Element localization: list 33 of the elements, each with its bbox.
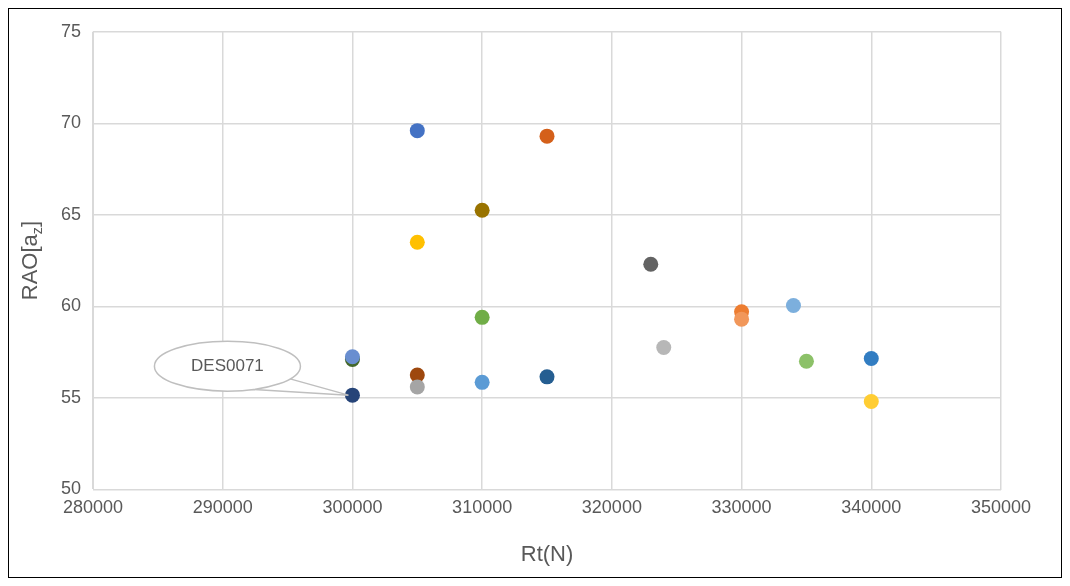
y-tick-label: 55 [60, 386, 82, 407]
x-axis-title: Rt(N) [520, 541, 574, 567]
point [474, 309, 490, 325]
x-tick-label: 350000 [970, 497, 1032, 518]
point [863, 394, 879, 410]
x-tick-label: 280000 [62, 497, 124, 518]
point [798, 353, 814, 369]
point [409, 123, 425, 139]
point [863, 351, 879, 367]
point [409, 379, 425, 395]
point [643, 256, 659, 272]
x-tick-label: 300000 [322, 497, 383, 518]
annotation: DES0071 [190, 355, 265, 378]
x-tick-label: 330000 [711, 497, 772, 518]
x-tick-label: 340000 [841, 497, 902, 518]
point [785, 297, 801, 313]
point [344, 387, 360, 403]
x-tick-label: 310000 [452, 497, 513, 518]
y-axis-title: RAO[az] [17, 220, 45, 301]
point [656, 340, 672, 356]
point [409, 234, 425, 250]
x-tick-label: 320000 [581, 497, 642, 518]
point [734, 311, 750, 327]
point [539, 369, 555, 385]
y-tick-label: 65 [60, 203, 82, 224]
y-tick-label: 60 [60, 295, 82, 316]
point [539, 128, 555, 144]
x-tick-label: 290000 [192, 497, 253, 518]
y-tick-label: 75 [60, 20, 82, 41]
y-tick-label: 50 [60, 478, 82, 499]
y-tick-label: 70 [60, 112, 82, 133]
point [474, 374, 490, 390]
point [474, 202, 490, 218]
